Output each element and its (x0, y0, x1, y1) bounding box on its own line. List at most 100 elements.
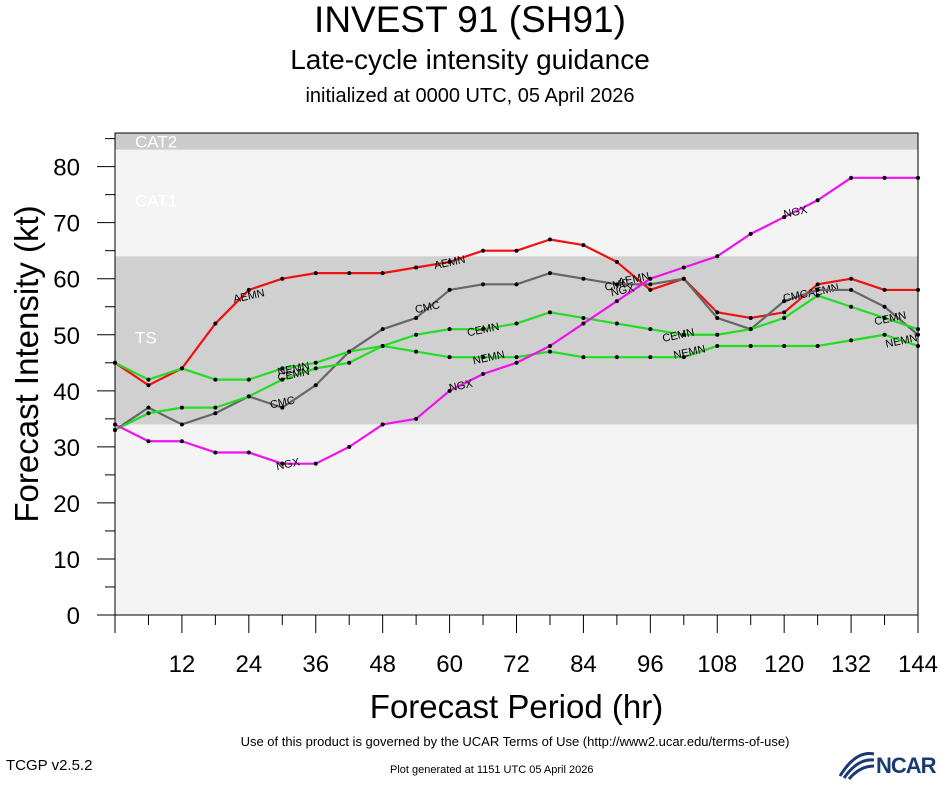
band-label-cat1: CAT1 (135, 191, 177, 210)
data-point (882, 175, 887, 180)
data-point (748, 231, 753, 236)
data-point (447, 327, 452, 332)
data-point (481, 327, 486, 332)
data-point (246, 450, 251, 455)
data-point (916, 327, 920, 332)
data-point (213, 450, 218, 455)
data-point (280, 276, 285, 281)
data-point (280, 366, 285, 371)
init-time: initialized at 0000 UTC, 05 April 2026 (305, 85, 635, 107)
data-point (782, 299, 787, 304)
data-point (179, 422, 184, 427)
data-point (581, 321, 586, 326)
y-tick-label: 20 (53, 491, 80, 518)
data-point (648, 276, 653, 281)
chart-subtitle: Late-cycle intensity guidance (290, 44, 650, 75)
data-point (782, 310, 787, 315)
data-point (681, 265, 686, 270)
data-point (347, 444, 352, 449)
data-point (146, 383, 151, 388)
data-point (882, 332, 887, 337)
band-label-ts: TS (135, 329, 157, 348)
data-point (748, 327, 753, 332)
data-point (246, 394, 251, 399)
data-point (347, 349, 352, 354)
data-point (481, 355, 486, 360)
data-point (347, 360, 352, 365)
ncar-emblem-icon (838, 751, 875, 780)
intensity-band-cat2 (115, 133, 918, 150)
data-point (547, 310, 552, 315)
data-point (782, 215, 787, 220)
ncar-logo-text: NCAR (876, 753, 937, 778)
data-point (514, 321, 519, 326)
data-point (481, 282, 486, 287)
data-point (882, 315, 887, 320)
data-point (179, 439, 184, 444)
data-point (481, 248, 486, 253)
data-point (313, 271, 318, 276)
data-point (916, 343, 920, 348)
data-point (447, 388, 452, 393)
data-point (782, 343, 787, 348)
x-tick-label: 48 (369, 651, 396, 678)
data-point (146, 405, 151, 410)
data-point (447, 355, 452, 360)
y-tick-label: 30 (53, 435, 80, 462)
data-point (414, 349, 419, 354)
data-point (581, 276, 586, 281)
data-point (581, 243, 586, 248)
data-point (681, 276, 686, 281)
y-tick-label: 80 (53, 155, 80, 182)
x-tick-label: 60 (436, 651, 463, 678)
data-point (213, 405, 218, 410)
data-point (849, 276, 854, 281)
data-point (514, 248, 519, 253)
data-point (146, 439, 151, 444)
x-tick-label: 84 (570, 651, 597, 678)
x-tick-label: 36 (302, 651, 329, 678)
data-point (581, 315, 586, 320)
data-point (179, 405, 184, 410)
data-point (715, 343, 720, 348)
data-point (313, 383, 318, 388)
data-point (681, 355, 686, 360)
data-point (815, 198, 820, 203)
data-point (280, 377, 285, 382)
data-point (681, 332, 686, 337)
data-point (614, 321, 619, 326)
data-point (916, 175, 920, 180)
data-point (782, 315, 787, 320)
data-point (614, 259, 619, 264)
data-point (213, 411, 218, 416)
data-point (849, 175, 854, 180)
data-point (380, 422, 385, 427)
series-label-cmc: CMC (782, 288, 809, 305)
data-point (614, 299, 619, 304)
data-point (815, 282, 820, 287)
data-point (748, 343, 753, 348)
data-point (815, 343, 820, 348)
data-point (313, 366, 318, 371)
data-point (715, 315, 720, 320)
x-tick-label: 108 (697, 651, 737, 678)
y-tick-label: 60 (53, 267, 80, 294)
x-tick-label: 72 (503, 651, 530, 678)
y-tick-label: 0 (67, 603, 80, 630)
series-ngx: NGX NGX NGX NGX (113, 175, 920, 473)
ncar-logo: NCAR (836, 748, 940, 780)
data-point (715, 254, 720, 259)
data-point (213, 377, 218, 382)
data-point (648, 282, 653, 287)
x-tick-label: 132 (831, 651, 871, 678)
data-point (715, 332, 720, 337)
data-point (648, 355, 653, 360)
data-point (414, 332, 419, 337)
series-label-ngx: NGX (783, 204, 809, 221)
data-point (246, 377, 251, 382)
data-point (547, 349, 552, 354)
chart-title: INVEST 91 (SH91) (314, 0, 626, 40)
y-axis-label: Forecast Intensity (kt) (8, 205, 45, 522)
series-label-cmc: CMC (604, 277, 631, 294)
